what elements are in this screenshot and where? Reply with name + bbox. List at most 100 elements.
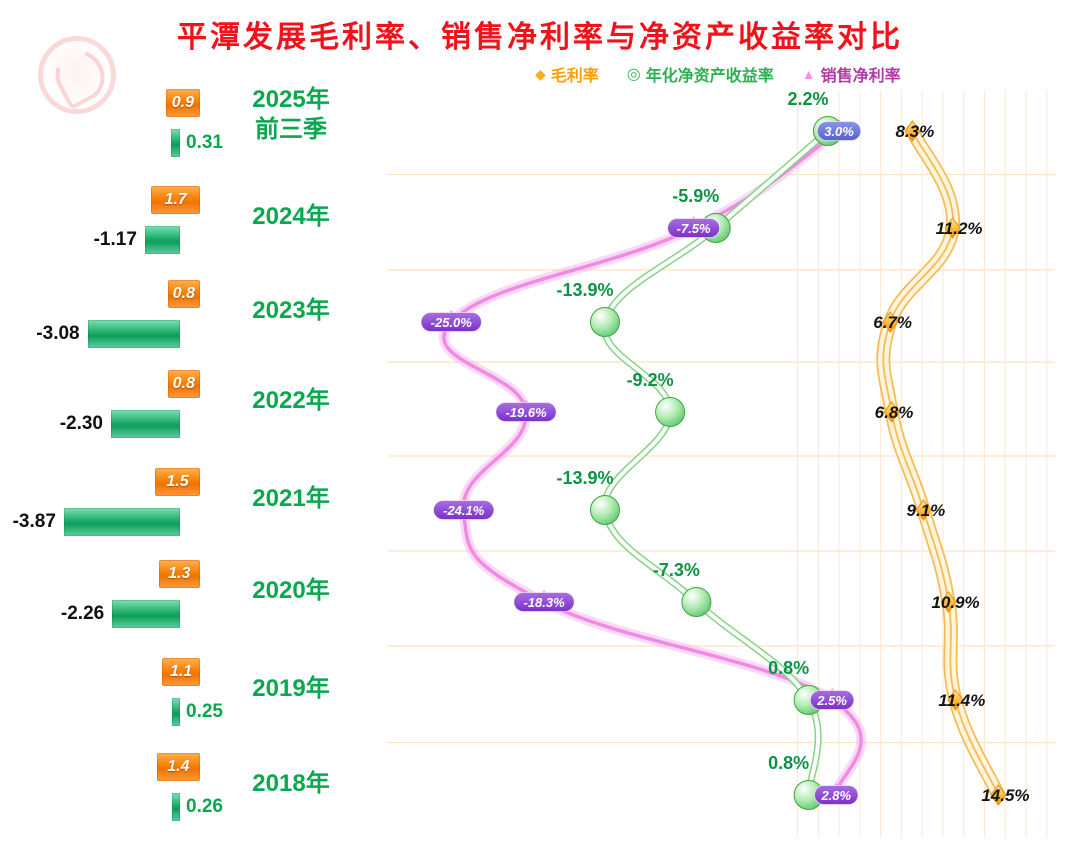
bar-green xyxy=(170,129,180,157)
bar-orange: 1.5 xyxy=(155,468,200,496)
bar-green-value: 0.26 xyxy=(186,796,223,817)
bar-green xyxy=(87,320,180,348)
bar-green-value: -1.17 xyxy=(93,229,137,250)
net-margin-badge xyxy=(420,312,482,332)
bar-green xyxy=(144,226,180,254)
bar-green-value: -3.87 xyxy=(12,511,56,532)
roe-value-label: -13.9% xyxy=(556,280,613,300)
gross-margin-value-label: 14.5% xyxy=(981,786,1029,805)
net-margin-badge xyxy=(495,402,557,422)
bar-green xyxy=(63,508,180,536)
bar-orange-value: 0.8 xyxy=(172,285,195,302)
roe-value-label: -5.9% xyxy=(672,186,719,206)
net-margin-value-label: -18.3% xyxy=(523,595,565,610)
legend-label-annualized-roe: 年化净资产收益率 xyxy=(645,68,774,85)
gross-margin-value-label: 6.7% xyxy=(873,313,912,332)
bar-green-value: -2.30 xyxy=(59,413,103,434)
year-label: 2021年 xyxy=(252,485,330,512)
bar-green-value: -3.08 xyxy=(36,323,80,344)
net-margin-value-label: -25.0% xyxy=(431,315,473,330)
gross-margin-line xyxy=(876,124,1006,802)
bar-orange: 1.3 xyxy=(158,560,200,588)
gross-margin-value-label: 10.9% xyxy=(931,593,979,612)
legend-label-net-profit-margin: 销售净利率 xyxy=(820,68,901,85)
diamond-marker-icon xyxy=(940,591,957,613)
diamond-marker-icon xyxy=(990,784,1007,806)
bar-green xyxy=(111,410,180,438)
circle-marker-icon xyxy=(681,587,712,617)
year-label: 2024年 xyxy=(252,203,330,230)
diamond-marker-icon xyxy=(947,689,964,711)
gross-margin-value-label: 8.3% xyxy=(895,122,934,141)
diamond-marker-icon xyxy=(944,217,961,239)
net-margin-badge xyxy=(809,690,855,710)
net-margin-badge xyxy=(816,121,862,141)
net-margin-value-label: -24.1% xyxy=(443,503,485,518)
net-margin-badge xyxy=(813,785,859,805)
gross-margin-value-label: 11.2% xyxy=(936,219,983,238)
net-margin-badge xyxy=(513,592,575,612)
year-label: 2019年 xyxy=(252,675,330,702)
bar-orange-value: 1.5 xyxy=(166,473,189,490)
brand-logo-watermark xyxy=(38,36,116,114)
circle-marker-icon xyxy=(589,307,620,337)
year-sublabel: 前三季 xyxy=(255,116,327,143)
bar-green xyxy=(172,793,180,821)
roe-value-label: 2.2% xyxy=(787,89,828,109)
roe-value-label: 0.8% xyxy=(768,753,809,773)
diamond-marker-icon xyxy=(904,120,921,142)
bar-green-value: -2.26 xyxy=(60,603,105,624)
gross-margin-value-label: 6.8% xyxy=(875,403,914,422)
bar-orange-value: 0.9 xyxy=(171,94,195,111)
legend-item-gross-margin: 毛利率 xyxy=(535,62,599,86)
bar-orange-value: 0.8 xyxy=(172,375,195,392)
bar-orange-value: 1.4 xyxy=(167,758,190,775)
net-margin-value-label: 2.8% xyxy=(820,788,851,803)
legend-item-annualized-roe: 年化净资产收益率 xyxy=(627,62,774,86)
net-margin-badge xyxy=(433,500,495,520)
year-label: 2025年 xyxy=(252,86,330,113)
year-label: 2018年 xyxy=(252,770,330,797)
chart-legend: 毛利率 年化净资产收益率 销售净利率 xyxy=(535,62,901,86)
roe-value-label: -13.9% xyxy=(556,468,613,488)
bar-orange: 1.4 xyxy=(156,753,200,781)
year-label: 2022年 xyxy=(252,387,330,414)
gross-margin-value-label: 9.1% xyxy=(907,501,946,520)
legend-label-gross-margin: 毛利率 xyxy=(550,68,599,85)
roe-value-label: 0.8% xyxy=(768,658,809,678)
bar-orange: 0.8 xyxy=(167,280,200,308)
bar-orange: 1.1 xyxy=(162,658,200,686)
bar-orange-value: 1.1 xyxy=(169,663,193,680)
bar-orange: 0.9 xyxy=(165,89,200,117)
net-margin-value-label: 2.5% xyxy=(816,693,847,708)
chart-title: 平潭发展毛利率、销售净利率与净资产收益率对比 xyxy=(177,21,903,54)
net-profit-margin-labels: 3.0% -7.5% -25.0% -19.6% -24.1% -18.3% 2.5% 2.8… xyxy=(420,121,862,805)
net-margin-value-label: -19.6% xyxy=(505,405,547,420)
value-labels: 2.2% -5.9% -13.9% -9.2% -13.9% -7.3% 0.8% 0.8% 8… xyxy=(556,89,1029,805)
gross-margin-value-label: 11.4% xyxy=(938,691,985,710)
bar-green-value: 0.25 xyxy=(186,701,223,722)
net-margin-value-label: -7.5% xyxy=(677,221,711,236)
net-margin-badge xyxy=(667,218,721,238)
bar-orange: 1.7 xyxy=(151,186,200,214)
roe-value-label: -9.2% xyxy=(627,370,674,390)
year-label: 2023年 xyxy=(252,297,330,324)
roe-value-label: -7.3% xyxy=(653,560,700,580)
series-markers xyxy=(438,116,1007,810)
circle-marker-icon xyxy=(655,397,686,427)
bar-orange: 0.8 xyxy=(167,370,200,398)
legend-item-net-profit-margin: 销售净利率 xyxy=(802,62,901,86)
circle-marker-icon xyxy=(589,495,620,525)
bar-green xyxy=(112,600,180,628)
bar-orange-value: 1.3 xyxy=(168,565,191,582)
bar-orange-value: 1.7 xyxy=(164,191,187,208)
net-margin-value-label: 3.0% xyxy=(824,124,854,139)
diamond-marker-icon xyxy=(882,311,899,333)
diamond-marker-icon xyxy=(883,401,900,423)
bar-green-value: 0.31 xyxy=(186,132,223,153)
diamond-marker-icon xyxy=(915,499,932,521)
bar-green xyxy=(172,698,180,726)
